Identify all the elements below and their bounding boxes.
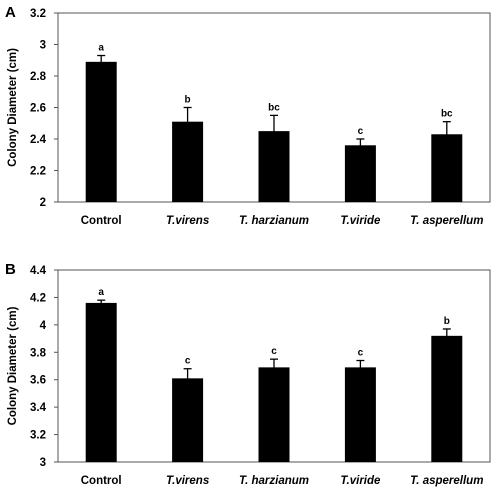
y-tick-label: 4	[40, 320, 47, 332]
y-tick-label: 2	[40, 197, 46, 209]
bar	[431, 335, 463, 462]
y-tick-label: 3	[40, 457, 46, 469]
panel-label: A	[5, 4, 16, 21]
y-tick-label: 2.4	[30, 134, 47, 146]
y-tick-label: 2.6	[30, 103, 46, 115]
y-tick-label: 2.8	[30, 71, 47, 83]
y-tick-label: 3.8	[30, 347, 47, 359]
x-tick-label: T. harzianum	[239, 475, 309, 487]
x-tick-label: T. asperellum	[410, 475, 483, 487]
significance-letter: a	[98, 287, 104, 298]
y-tick-label: 3	[40, 40, 46, 52]
y-tick-label: 2.2	[30, 166, 46, 178]
x-tick-label: T.virens	[166, 475, 209, 487]
x-tick-label: T. harzianum	[239, 215, 309, 227]
y-tick-label: 3.2	[30, 430, 46, 442]
significance-letter: c	[185, 356, 191, 367]
significance-letter: b	[185, 95, 191, 106]
panel-label: B	[5, 261, 16, 278]
y-tick-label: 4.2	[30, 292, 46, 304]
significance-letter: c	[358, 126, 364, 137]
significance-letter: a	[98, 43, 104, 54]
bar	[344, 145, 376, 202]
x-tick-label: T.viride	[340, 215, 381, 227]
x-tick-label: T. asperellum	[410, 215, 483, 227]
y-tick-label: 3.2	[30, 8, 46, 20]
bar	[85, 61, 117, 203]
x-tick-label: T.virens	[166, 215, 209, 227]
bar	[172, 378, 204, 462]
significance-letter: bc	[441, 109, 453, 120]
x-tick-label: Control	[81, 475, 122, 487]
y-axis-label: Colony Diameter (cm)	[7, 48, 19, 167]
bar	[258, 367, 290, 462]
x-tick-label: Control	[81, 215, 122, 227]
y-tick-label: 3.4	[30, 402, 47, 414]
bar	[85, 302, 117, 462]
significance-letter: b	[444, 316, 450, 327]
significance-letter: bc	[268, 102, 280, 113]
significance-letter: c	[358, 348, 364, 359]
x-tick-label: T.viride	[340, 475, 381, 487]
y-tick-label: 4.4	[30, 265, 47, 277]
y-axis-label: Colony Diameter (cm)	[7, 306, 19, 425]
significance-letter: c	[271, 346, 277, 357]
bar	[344, 367, 376, 462]
y-tick-label: 3.6	[30, 375, 46, 387]
